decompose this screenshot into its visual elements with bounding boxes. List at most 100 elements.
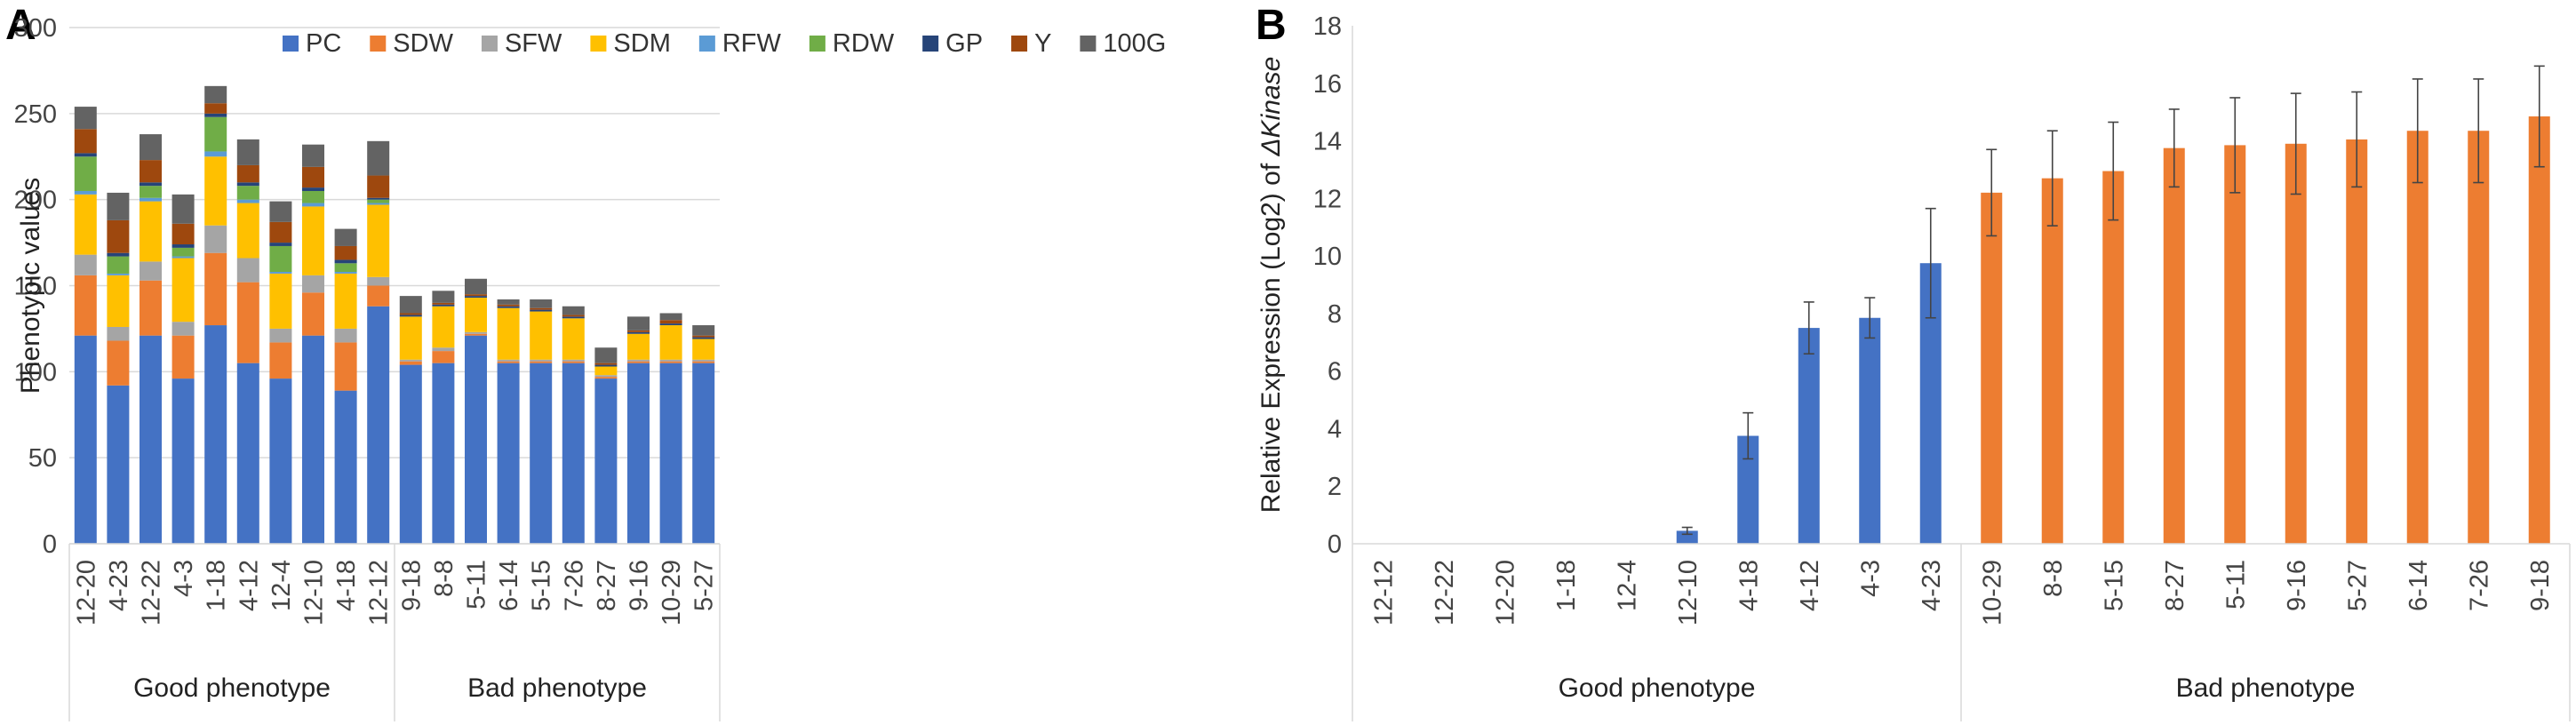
legend-swatch-rdw xyxy=(809,36,825,52)
bar-segment-sdm xyxy=(74,194,97,255)
x-tick-label: 12-20 xyxy=(72,560,100,625)
bar-segment-pc xyxy=(594,378,618,544)
panel-a-letter: A xyxy=(5,2,36,49)
x-tick-label: 4-12 xyxy=(1796,560,1824,611)
bar-segment-pc xyxy=(204,325,227,544)
bar-segment-rdw xyxy=(367,199,390,203)
bar-segment-sfw xyxy=(302,275,324,293)
bar-segment-sdw xyxy=(107,340,130,386)
bar-segment-sfw xyxy=(465,331,487,334)
bar-segment-100g xyxy=(302,144,324,167)
x-tick-label: 6-14 xyxy=(495,560,523,611)
legend-swatch-sfw xyxy=(481,36,498,52)
expression-bar xyxy=(2285,143,2307,545)
bar-segment-y xyxy=(140,160,162,183)
bar-segment-100g xyxy=(594,347,618,363)
bar-segment-sfw xyxy=(432,347,455,352)
bar-segment-rfw xyxy=(302,203,324,207)
legend-label-rdw: RDW xyxy=(833,29,895,58)
bar-segment-sfw xyxy=(367,276,390,286)
y-tick-label: 2 xyxy=(1328,473,1342,501)
x-tick-label: 9-16 xyxy=(2283,560,2311,611)
bar-segment-gp xyxy=(269,243,292,246)
y-tick-label: 10 xyxy=(1313,243,1342,271)
x-tick-label: 12-22 xyxy=(138,560,166,625)
bar-segment-rdw xyxy=(236,186,259,200)
bar-segment-sdm xyxy=(171,258,195,323)
bar-segment-y xyxy=(171,223,195,245)
x-tick-label: 4-18 xyxy=(1735,560,1763,611)
legend-swatch-pc xyxy=(283,36,299,52)
bar-segment-pc xyxy=(562,362,585,544)
legend-swatch-sdw xyxy=(370,36,387,52)
y-tick-label: 300 xyxy=(14,14,57,43)
x-tick-label: 1-18 xyxy=(203,560,231,611)
bar-segment-gp xyxy=(204,113,227,117)
bar-segment-100g xyxy=(334,228,357,246)
bar-segment-gp xyxy=(432,304,455,307)
bar-segment-rfw xyxy=(334,272,357,274)
bar-segment-rdw xyxy=(171,247,195,257)
bar-segment-100g xyxy=(530,299,553,308)
bar-segment-pc xyxy=(659,362,682,544)
y-tick-label: 12 xyxy=(1313,185,1342,213)
y-tick-label: 150 xyxy=(14,273,57,301)
bar-segment-sdw xyxy=(204,252,227,326)
x-tick-label: 12-4 xyxy=(1613,560,1641,611)
bar-segment-sdw xyxy=(236,282,259,363)
bar-segment-sdw xyxy=(367,285,390,307)
x-tick-label: 10-29 xyxy=(658,560,686,625)
bar-segment-rdw xyxy=(302,190,324,203)
bar-segment-y xyxy=(334,245,357,260)
bar-segment-gp xyxy=(594,364,618,367)
group-label: Good phenotype xyxy=(1559,673,1756,703)
bar-segment-sdw xyxy=(659,361,682,363)
bar-segment-sfw xyxy=(204,225,227,253)
bar-segment-gp xyxy=(140,182,162,187)
y-tick-label: 8 xyxy=(1328,300,1342,329)
expression-bar xyxy=(2041,178,2063,544)
x-tick-label: 6-14 xyxy=(2405,560,2433,611)
bar-segment-sfw xyxy=(562,359,585,362)
x-tick-label: 8-8 xyxy=(2039,560,2068,597)
bar-segment-pc xyxy=(140,335,162,544)
bar-segment-pc xyxy=(627,362,650,544)
expression-bar xyxy=(1798,328,1820,544)
bar-segment-pc xyxy=(269,378,292,544)
bar-segment-gp xyxy=(627,331,650,334)
legend-swatch-rfw xyxy=(698,36,715,52)
bar-segment-sdm xyxy=(399,316,422,360)
bar-segment-rdw xyxy=(140,186,162,198)
y-axis-title-gene: ΔKinase xyxy=(1256,57,1286,157)
bar-segment-y xyxy=(74,129,97,154)
y-axis-title: Phenotypic values xyxy=(16,178,45,394)
bar-segment-sfw xyxy=(140,261,162,281)
x-tick-label: 7-26 xyxy=(560,560,588,611)
y-tick-label: 18 xyxy=(1313,12,1342,41)
x-tick-label: 9-16 xyxy=(626,560,654,611)
bar-segment-sdm xyxy=(269,273,292,329)
y-tick-label: 250 xyxy=(14,100,57,129)
bar-segment-100g xyxy=(562,306,585,315)
bar-segment-100g xyxy=(269,201,292,222)
bar-segment-y xyxy=(659,320,682,324)
bar-segment-pc xyxy=(302,335,324,544)
bar-segment-pc xyxy=(171,378,195,544)
bar-segment-pc xyxy=(367,306,390,544)
bar-segment-gp xyxy=(497,306,520,308)
x-tick-label: 12-12 xyxy=(365,560,394,625)
legend-label-y: Y xyxy=(1034,29,1051,58)
bar-segment-gp xyxy=(107,252,130,257)
bar-segment-100g xyxy=(236,139,259,165)
bar-segment-pc xyxy=(74,335,97,544)
y-tick-label: 4 xyxy=(1328,415,1342,443)
x-tick-label: 5-15 xyxy=(528,560,556,611)
bar-segment-gp xyxy=(399,315,422,317)
bar-segment-gp xyxy=(171,244,195,248)
bar-segment-gp xyxy=(334,259,357,264)
bar-segment-sdm xyxy=(497,307,520,360)
bar-segment-sfw xyxy=(692,359,715,362)
x-tick-label: 5-15 xyxy=(2100,560,2128,611)
bar-segment-100g xyxy=(140,134,162,161)
